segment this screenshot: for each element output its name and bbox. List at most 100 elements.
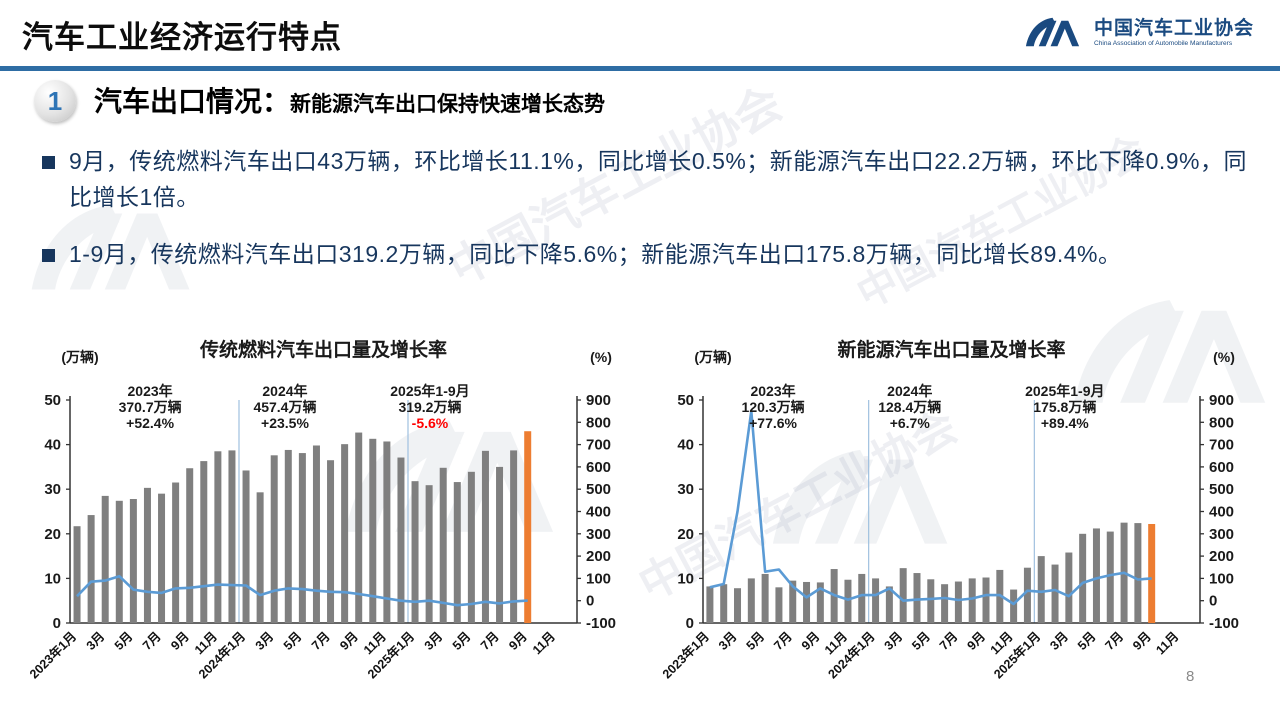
svg-text:0: 0 bbox=[686, 615, 694, 632]
svg-text:500: 500 bbox=[1209, 481, 1234, 498]
list-item: 1-9月，传统燃料汽车出口319.2万辆，同比下降5.6%；新能源汽车出口175… bbox=[42, 237, 1252, 273]
svg-text:500: 500 bbox=[586, 481, 611, 498]
chart-traditional-fuel-exports: 传统燃料汽车出口量及增长率 (万辆) (%) 0 10 20 30 40 50 -100 0 100 2… bbox=[20, 330, 648, 707]
svg-text:传统燃料汽车出口量及增长率: 传统燃料汽车出口量及增长率 bbox=[199, 338, 447, 361]
svg-text:300: 300 bbox=[1209, 526, 1234, 543]
svg-text:200: 200 bbox=[1209, 548, 1234, 565]
svg-text:2024年: 2024年 bbox=[262, 383, 307, 399]
svg-text:2023年1月: 2023年1月 bbox=[659, 629, 712, 682]
svg-text:-100: -100 bbox=[1209, 615, 1239, 632]
svg-text:10: 10 bbox=[44, 570, 61, 587]
svg-text:2025年1-9月: 2025年1-9月 bbox=[1025, 383, 1104, 399]
svg-text:9月: 9月 bbox=[1130, 629, 1154, 653]
svg-text:5月: 5月 bbox=[112, 629, 136, 653]
svg-text:+77.6%: +77.6% bbox=[749, 415, 797, 431]
svg-text:600: 600 bbox=[1209, 459, 1234, 476]
svg-text:100: 100 bbox=[1209, 570, 1234, 587]
bullet-list: 9月，传统燃料汽车出口43万辆，环比增长11.1%，同比增长0.5%；新能源汽车… bbox=[42, 144, 1252, 295]
svg-text:50: 50 bbox=[44, 392, 61, 409]
svg-text:128.4万辆: 128.4万辆 bbox=[878, 399, 941, 415]
svg-text:3月: 3月 bbox=[422, 629, 446, 653]
svg-text:319.2万辆: 319.2万辆 bbox=[398, 399, 461, 415]
svg-text:2025年1-9月: 2025年1-9月 bbox=[390, 383, 469, 399]
svg-text:9月: 9月 bbox=[964, 629, 988, 653]
section-heading: 1 汽车出口情况： 新能源汽车出口保持快速增长态势 bbox=[34, 80, 605, 122]
svg-text:175.8万辆: 175.8万辆 bbox=[1033, 399, 1096, 415]
svg-text:新能源汽车出口量及增长率: 新能源汽车出口量及增长率 bbox=[837, 338, 1065, 361]
svg-text:10: 10 bbox=[677, 570, 694, 587]
svg-text:50: 50 bbox=[677, 392, 694, 409]
section-number-badge: 1 bbox=[34, 80, 76, 122]
svg-text:300: 300 bbox=[586, 526, 611, 543]
caam-logo: 中国汽车工业协会 China Association of Automobile… bbox=[1022, 12, 1254, 54]
svg-text:9月: 9月 bbox=[506, 629, 530, 653]
svg-text:400: 400 bbox=[1209, 504, 1234, 521]
svg-text:5月: 5月 bbox=[281, 629, 305, 653]
caam-logo-icon bbox=[1025, 17, 1080, 47]
section-subtitle: 新能源汽车出口保持快速增长态势 bbox=[290, 93, 606, 116]
bullet-square-icon bbox=[42, 249, 55, 263]
svg-text:(%): (%) bbox=[1213, 349, 1235, 365]
svg-text:+52.4%: +52.4% bbox=[126, 415, 174, 431]
svg-text:370.7万辆: 370.7万辆 bbox=[119, 399, 182, 415]
svg-text:600: 600 bbox=[586, 459, 611, 476]
svg-text:0: 0 bbox=[1209, 593, 1217, 610]
section-title: 汽车出口情况： bbox=[94, 86, 291, 117]
svg-text:(万辆): (万辆) bbox=[694, 349, 731, 365]
svg-text:100: 100 bbox=[586, 570, 611, 587]
svg-text:700: 700 bbox=[586, 437, 611, 454]
svg-text:7月: 7月 bbox=[309, 629, 333, 653]
svg-text:120.3万辆: 120.3万辆 bbox=[742, 399, 805, 415]
svg-text:40: 40 bbox=[44, 437, 61, 454]
svg-text:7月: 7月 bbox=[140, 629, 164, 653]
svg-text:2024年: 2024年 bbox=[887, 383, 932, 399]
svg-text:7月: 7月 bbox=[771, 629, 795, 653]
svg-text:900: 900 bbox=[1209, 392, 1234, 409]
svg-text:457.4万辆: 457.4万辆 bbox=[253, 399, 316, 415]
svg-text:700: 700 bbox=[1209, 437, 1234, 454]
svg-text:9月: 9月 bbox=[168, 629, 192, 653]
svg-text:7月: 7月 bbox=[478, 629, 502, 653]
svg-text:20: 20 bbox=[44, 526, 61, 543]
list-item: 9月，传统燃料汽车出口43万辆，环比增长11.1%，同比增长0.5%；新能源汽车… bbox=[42, 144, 1252, 215]
svg-text:+6.7%: +6.7% bbox=[890, 415, 931, 431]
svg-text:-100: -100 bbox=[586, 615, 616, 632]
svg-text:9月: 9月 bbox=[799, 629, 823, 653]
svg-text:5月: 5月 bbox=[909, 629, 933, 653]
svg-text:11月: 11月 bbox=[1153, 629, 1181, 657]
svg-text:+89.4%: +89.4% bbox=[1041, 415, 1089, 431]
svg-text:7月: 7月 bbox=[1103, 629, 1127, 653]
svg-text:+23.5%: +23.5% bbox=[261, 415, 309, 431]
svg-text:0: 0 bbox=[53, 615, 61, 632]
svg-text:2023年1月: 2023年1月 bbox=[26, 629, 79, 682]
svg-text:3月: 3月 bbox=[84, 629, 108, 653]
logo-name-cn: 中国汽车工业协会 bbox=[1094, 17, 1255, 39]
svg-text:7月: 7月 bbox=[937, 629, 961, 653]
svg-text:3月: 3月 bbox=[882, 629, 906, 653]
page-title: 汽车工业经济运行特点 bbox=[22, 20, 342, 55]
svg-text:40: 40 bbox=[677, 437, 694, 454]
svg-text:800: 800 bbox=[1209, 414, 1234, 431]
svg-text:-5.6%: -5.6% bbox=[412, 415, 449, 431]
chart-nev-exports: 新能源汽车出口量及增长率 (万辆) (%) 0 10 20 30 40 50 -100 0 100 20… bbox=[648, 330, 1280, 707]
svg-text:3月: 3月 bbox=[1047, 629, 1071, 653]
svg-text:(%): (%) bbox=[590, 349, 612, 365]
logo-name-en: China Association of Automobile Manufact… bbox=[1094, 39, 1233, 47]
svg-text:11月: 11月 bbox=[530, 629, 558, 657]
svg-text:5月: 5月 bbox=[744, 629, 768, 653]
bullet-square-icon bbox=[42, 156, 55, 169]
svg-text:20: 20 bbox=[677, 526, 694, 543]
svg-text:5月: 5月 bbox=[1075, 629, 1099, 653]
svg-text:9月: 9月 bbox=[337, 629, 361, 653]
svg-text:3月: 3月 bbox=[253, 629, 277, 653]
svg-text:30: 30 bbox=[677, 481, 694, 498]
svg-text:5月: 5月 bbox=[450, 629, 474, 653]
svg-text:0: 0 bbox=[586, 593, 594, 610]
svg-text:3月: 3月 bbox=[716, 629, 740, 653]
svg-text:30: 30 bbox=[44, 481, 61, 498]
header-divider bbox=[0, 66, 1280, 71]
svg-text:200: 200 bbox=[586, 548, 611, 565]
svg-text:400: 400 bbox=[586, 504, 611, 521]
bullet-text: 9月，传统燃料汽车出口43万辆，环比增长11.1%，同比增长0.5%；新能源汽车… bbox=[69, 148, 1247, 210]
